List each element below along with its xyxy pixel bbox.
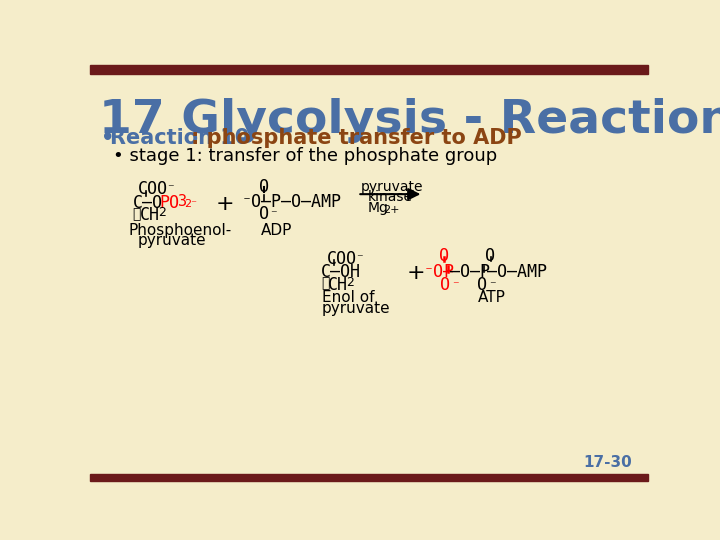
Text: P: P — [444, 264, 454, 281]
Text: O: O — [441, 276, 450, 294]
Text: ⁻: ⁻ — [270, 208, 276, 221]
Text: 3: 3 — [178, 194, 186, 209]
Text: 17-30: 17-30 — [584, 455, 632, 470]
Text: ATP: ATP — [477, 291, 505, 306]
Text: –O–: –O– — [451, 264, 480, 281]
Text: Mg: Mg — [367, 201, 388, 215]
Text: O: O — [477, 276, 487, 294]
Text: Phosphoenol-: Phosphoenol- — [129, 222, 232, 238]
Text: 2: 2 — [158, 206, 166, 219]
Text: CH: CH — [328, 276, 348, 294]
Text: pyruvate: pyruvate — [361, 180, 424, 194]
Text: Enol of: Enol of — [322, 291, 374, 306]
Text: pyruvate: pyruvate — [322, 301, 390, 316]
Text: ADP: ADP — [261, 222, 292, 238]
Text: ∥: ∥ — [321, 276, 329, 291]
Text: ⁻: ⁻ — [356, 252, 362, 265]
Text: +: + — [215, 194, 234, 214]
Text: 17 Glycolysis - Reaction 10: 17 Glycolysis - Reaction 10 — [99, 98, 720, 143]
Text: +: + — [406, 264, 425, 284]
Text: C–OH: C–OH — [321, 264, 361, 281]
Text: CH: CH — [140, 206, 160, 225]
Text: P: P — [480, 264, 490, 281]
Bar — [90, 65, 648, 74]
Text: ⁻O–P–O–AMP: ⁻O–P–O–AMP — [242, 193, 342, 211]
Text: 2+: 2+ — [383, 205, 400, 215]
Text: ⁻O–: ⁻O– — [423, 264, 454, 281]
Text: pyruvate: pyruvate — [138, 233, 207, 248]
Text: PO: PO — [159, 194, 179, 212]
Text: COO: COO — [326, 249, 356, 268]
Text: O: O — [259, 178, 269, 196]
Bar — [90, 475, 648, 481]
Text: C–O: C–O — [132, 194, 163, 212]
Text: •: • — [101, 128, 114, 148]
Text: kinase: kinase — [367, 190, 413, 204]
Text: O: O — [485, 247, 495, 265]
Text: ⁻: ⁻ — [489, 279, 496, 292]
Text: 2⁻: 2⁻ — [184, 199, 197, 209]
Text: –O–AMP: –O–AMP — [487, 264, 546, 281]
Text: COO: COO — [138, 180, 168, 198]
Text: : phosphate transfer to ADP: : phosphate transfer to ADP — [191, 128, 521, 148]
Text: O: O — [438, 247, 449, 265]
Text: ⁻: ⁻ — [168, 183, 174, 195]
Text: ⁻: ⁻ — [452, 279, 459, 292]
Text: • stage 1: transfer of the phosphate group: • stage 1: transfer of the phosphate gro… — [113, 147, 498, 165]
Text: ∥: ∥ — [132, 207, 141, 221]
Text: 2: 2 — [346, 276, 354, 289]
Text: Reaction 10: Reaction 10 — [110, 128, 249, 148]
Text: O: O — [259, 205, 269, 223]
